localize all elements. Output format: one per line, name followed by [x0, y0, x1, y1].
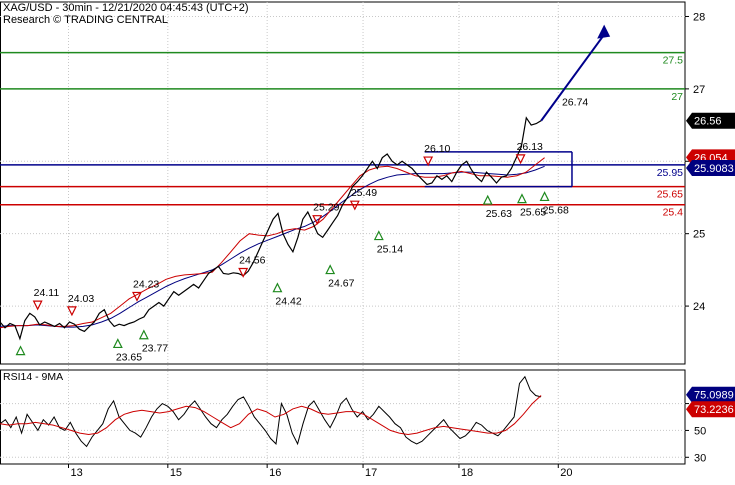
signal-up-label: 25.14 — [377, 244, 403, 256]
level-label: 27 — [671, 91, 683, 103]
x-tick-label: 16 — [269, 467, 281, 479]
level-label: 27.5 — [663, 55, 684, 67]
signal-up-marker — [482, 194, 493, 205]
value-badge — [686, 112, 735, 129]
indicator-value-badge-label: 75.0989 — [694, 390, 734, 402]
signal-down-marker — [238, 267, 249, 278]
level-label: 25.95 — [657, 167, 683, 179]
x-tick-label: 20 — [560, 467, 572, 479]
price-panel-frame — [0, 1, 686, 365]
signal-up-label: 24.42 — [275, 296, 301, 308]
indicator-y-tick-label: 30 — [694, 452, 706, 464]
signal-down-marker — [312, 215, 323, 226]
signal-down-label: 24.03 — [68, 293, 94, 305]
x-tick-label: 17 — [365, 467, 377, 479]
projection-label: 26.74 — [562, 97, 588, 109]
signal-down-label: 26.10 — [424, 143, 450, 155]
rsi-ma-line — [0, 395, 542, 436]
level-label: 25.4 — [663, 207, 684, 219]
signal-down-label: 24.23 — [133, 278, 159, 290]
signal-down-marker — [349, 200, 360, 211]
indicator-value-badge — [686, 386, 735, 403]
signal-up-label: 25.68 — [543, 204, 569, 216]
signal-down-marker — [515, 154, 526, 165]
chart-title: XAG/USD - 30min - 12/21/2020 04:45:43 (U… — [3, 2, 249, 14]
y-tick-label: 28 — [693, 11, 705, 23]
signal-up-marker — [325, 264, 336, 275]
indicator-value-badge — [686, 401, 735, 418]
y-tick-label: 24 — [693, 301, 705, 313]
signal-up-label: 24.67 — [328, 278, 354, 290]
signal-up-marker — [516, 193, 527, 204]
signal-up-marker — [138, 329, 149, 340]
ma-fast-line — [0, 157, 545, 329]
y-tick-label: 25 — [693, 229, 705, 241]
indicator-panel-frame — [0, 369, 686, 465]
indicator-title: RSI14 - 9MA — [3, 371, 63, 383]
rsi-line — [0, 375, 542, 448]
signal-up-label: 25.65 — [520, 207, 546, 219]
signal-up-marker — [539, 191, 550, 202]
y-tick-label: 27 — [693, 84, 705, 96]
indicator-value-badge-label: 73.2236 — [694, 404, 734, 416]
signal-up-marker — [112, 338, 123, 349]
signal-down-marker — [423, 156, 434, 167]
signal-down-label: 24.11 — [34, 287, 60, 299]
chart-credit: Research © TRADING CENTRAL — [3, 14, 168, 26]
signal-up-marker — [373, 230, 384, 241]
signal-down-marker — [132, 291, 142, 302]
signal-up-marker — [15, 345, 26, 356]
x-tick-label: 13 — [71, 467, 83, 479]
value-badge-label: 26.56 — [694, 116, 722, 128]
projection-arrow-line — [540, 33, 605, 122]
signal-up-label: 23.77 — [142, 343, 168, 355]
signal-up-label: 23.65 — [116, 351, 142, 363]
value-badge-label: 25.9083 — [694, 163, 734, 175]
signal-down-label: 25.29 — [313, 202, 339, 214]
signal-up-marker — [272, 282, 283, 293]
signal-down-label: 24.56 — [239, 255, 265, 267]
indicator-y-tick-label: 50 — [694, 425, 706, 437]
projection-arrow-head — [597, 24, 611, 39]
price-line — [0, 116, 542, 341]
signal-down-label: 25.49 — [351, 187, 377, 199]
signal-down-label: 26.13 — [517, 141, 543, 153]
signal-down-marker — [66, 306, 77, 317]
x-tick-label: 15 — [170, 467, 182, 479]
signal-down-marker — [32, 300, 43, 311]
x-tick-label: 18 — [461, 467, 473, 479]
level-label: 25.65 — [657, 189, 683, 201]
value-badge — [686, 159, 735, 176]
signal-up-label: 25.63 — [486, 208, 512, 220]
